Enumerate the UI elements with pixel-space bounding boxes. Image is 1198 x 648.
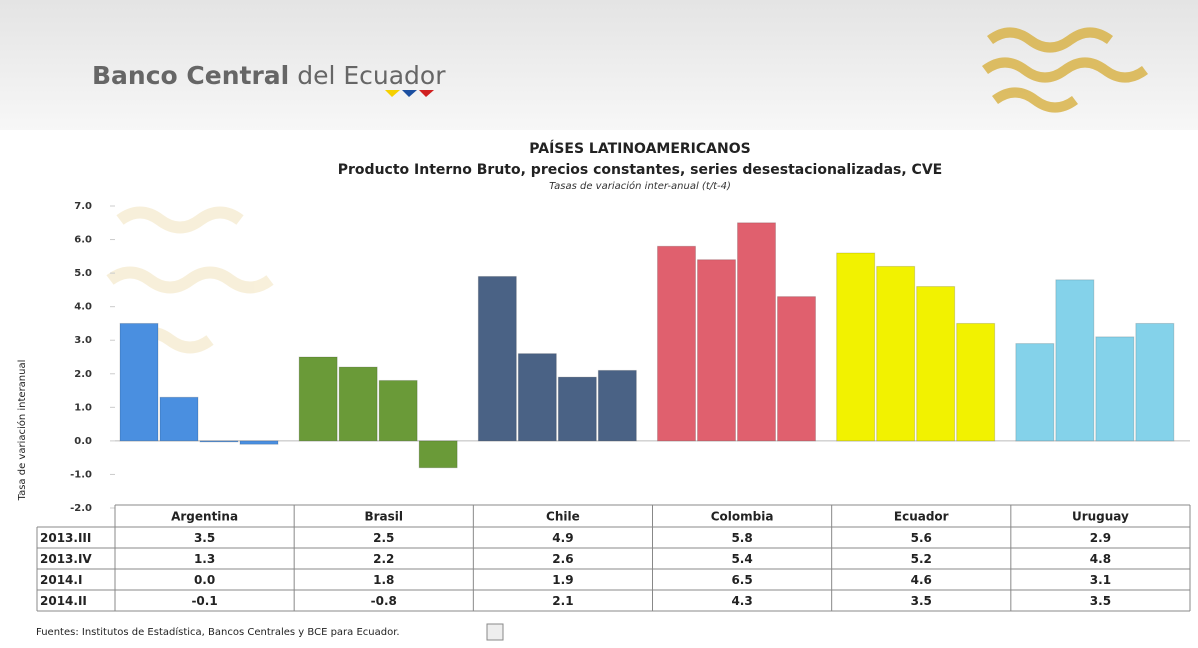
bar: [658, 246, 696, 441]
x-tick-label: Ecuador: [894, 510, 949, 524]
table-cell: 2.2: [373, 552, 394, 566]
bar: [1056, 280, 1094, 441]
x-tick-label: Brasil: [364, 510, 403, 524]
table-cell: 3.5: [1090, 594, 1111, 608]
table-cell: 1.3: [194, 552, 215, 566]
bar: [299, 357, 337, 441]
row-label: 2013.III: [40, 531, 91, 545]
x-tick-label: Uruguay: [1072, 510, 1129, 524]
y-tick-label: 7.0: [74, 201, 92, 212]
table-cell: 3.1: [1090, 573, 1111, 587]
bar: [518, 354, 556, 441]
chart-subtitle: Producto Interno Bruto, precios constant…: [338, 162, 942, 178]
table-cell: 3.5: [194, 531, 215, 545]
table-cell: 5.2: [911, 552, 932, 566]
row-label: 2014.II: [40, 594, 87, 608]
bar: [339, 367, 377, 441]
bar: [1016, 344, 1054, 441]
table-cell: 6.5: [731, 573, 752, 587]
bar: [698, 260, 736, 441]
table-cell: 5.6: [911, 531, 932, 545]
logo: Banco Central del Ecuador: [92, 61, 446, 90]
table-cell: -0.1: [191, 594, 217, 608]
row-label: 2013.IV: [40, 552, 92, 566]
bar: [877, 266, 915, 440]
y-tick-label: 5.0: [74, 268, 92, 279]
table-cell: 4.9: [552, 531, 573, 545]
table-cell: 1.9: [552, 573, 573, 587]
bar: [1136, 323, 1174, 440]
bar: [240, 441, 278, 444]
bar: [917, 287, 955, 441]
chart-note: Tasas de variación inter-anual (t/t-4): [549, 180, 731, 192]
table-cell: 1.8: [373, 573, 394, 587]
bar: [778, 297, 816, 441]
bar: [160, 397, 198, 441]
table-cell: 2.1: [552, 594, 573, 608]
row-label: 2014.I: [40, 573, 82, 587]
y-tick-label: 0.0: [74, 436, 92, 447]
bar: [598, 370, 636, 440]
y-tick-label: 3.0: [74, 335, 92, 346]
source: Fuentes: Institutos de Estadística, Banc…: [36, 626, 400, 638]
y-tick-label: 2.0: [74, 369, 92, 380]
x-tick-label: Chile: [546, 510, 580, 524]
table-cell: 0.0: [194, 573, 215, 587]
logo-bold: Banco Central: [92, 61, 289, 90]
y-tick-label: -1.0: [70, 469, 92, 480]
chart-title: PAÍSES LATINOAMERICANOS: [529, 140, 750, 157]
y-tick-label: 4.0: [74, 302, 92, 313]
bar: [738, 223, 776, 441]
table-cell: -0.8: [371, 594, 397, 608]
page: Banco Central del Ecuador PAÍSES LATINOA…: [0, 0, 1198, 648]
table-cell: 5.8: [731, 531, 752, 545]
table-cell: 2.6: [552, 552, 573, 566]
table-cell: 2.9: [1090, 531, 1111, 545]
table-cell: 2.5: [373, 531, 394, 545]
bar: [379, 380, 417, 440]
table-cell: 4.8: [1090, 552, 1111, 566]
logo-stripe: [385, 90, 434, 97]
bar: [419, 441, 457, 468]
y-tick-label: 6.0: [74, 235, 92, 246]
bar: [200, 441, 238, 442]
logo-rest: del Ecuador: [297, 61, 446, 90]
bar: [120, 323, 158, 440]
table-cell: 4.3: [731, 594, 752, 608]
bar: [957, 323, 995, 440]
table-cell: 3.5: [911, 594, 932, 608]
home-icon[interactable]: [487, 624, 503, 640]
bar: [1096, 337, 1134, 441]
bar: [478, 276, 516, 440]
x-tick-label: Argentina: [171, 510, 238, 524]
y-tick-label: 1.0: [74, 402, 92, 413]
y-tick-label: -2.0: [70, 503, 92, 514]
table-cell: 5.4: [731, 552, 752, 566]
y-axis-label: Tasa de variación interanual: [16, 360, 28, 502]
bar: [837, 253, 875, 441]
x-tick-label: Colombia: [711, 510, 774, 524]
table-cell: 4.6: [911, 573, 932, 587]
bar: [558, 377, 596, 441]
